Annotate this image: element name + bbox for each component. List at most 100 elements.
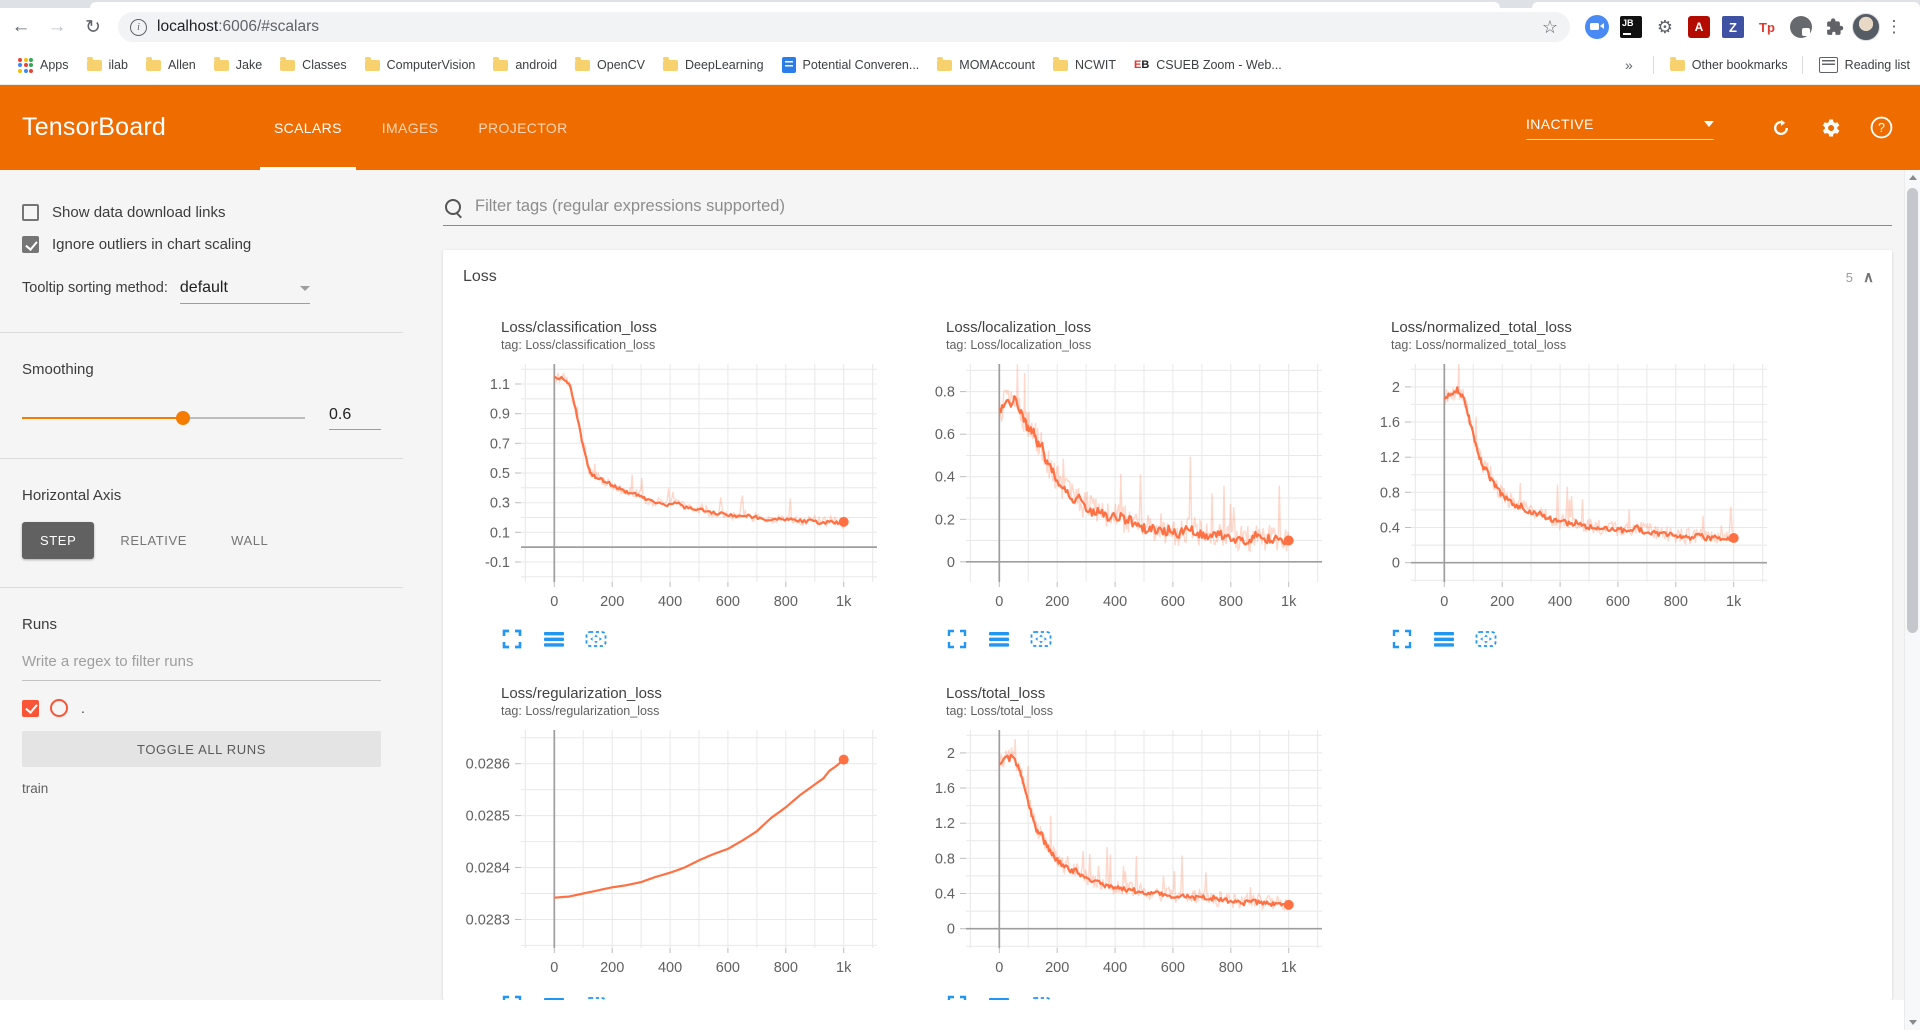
axis-relative-button[interactable]: RELATIVE [120,533,188,548]
smoothing-value[interactable]: 0.6 [329,406,381,430]
turningpoint-extension-icon[interactable]: Tp [1759,19,1775,35]
vertical-scrollbar[interactable] [1904,170,1920,1030]
bookmark-computervision[interactable]: ComputerVision [364,56,475,72]
fit-domain-icon[interactable] [1030,994,1052,1000]
doc-icon [781,57,796,73]
site-info-icon[interactable]: i [130,18,147,36]
tag-filter-input[interactable] [473,196,1892,217]
svg-text:0.6: 0.6 [935,427,955,443]
runs-filter-input[interactable] [22,653,381,681]
zoom-extension-icon[interactable] [1584,14,1610,40]
circle-extension-icon[interactable] [1788,14,1814,40]
ignore-outliers-row[interactable]: Ignore outliers in chart scaling [22,236,381,253]
collapse-chevron-icon[interactable]: ∧ [1863,269,1874,286]
line-chart[interactable]: 1.1 0.9 0.7 0.5 0.3 0.1 -0.1 0 200 400 600 800 1k [463,356,883,624]
line-chart[interactable]: 2 1.6 1.2 0.8 0.4 0 0 200 400 600 800 1k [1353,356,1773,624]
log-scale-icon[interactable] [1433,628,1455,650]
tensorboard-app: Show data download links Ignore outliers… [0,170,1904,1000]
bookmark-csueb-zoom[interactable]: EB CSUEB Zoom - Web... [1133,58,1282,72]
refresh-icon[interactable] [1768,115,1794,141]
run-item[interactable]: . [22,699,381,717]
reload-button[interactable]: ↻ [85,16,101,38]
reading-list[interactable]: Reading list [1818,57,1910,73]
expand-chart-icon[interactable] [501,628,523,650]
axis-step-button[interactable]: STEP [22,522,95,559]
checkbox-checked[interactable] [22,236,39,253]
divider [0,587,403,588]
checkbox-unchecked[interactable] [22,204,39,221]
line-chart[interactable]: 0.8 0.6 0.4 0.2 0 0 200 400 600 800 1k [908,356,1328,624]
bookmark-deeplearning[interactable]: DeepLearning [663,56,764,72]
zotero-extension-icon[interactable]: Z [1720,14,1746,40]
expand-chart-icon[interactable] [946,994,968,1000]
bookmark-ilab[interactable]: ilab [86,56,128,72]
run-checkbox[interactable] [22,699,39,717]
log-scale-icon[interactable] [543,994,565,1000]
slider-handle[interactable] [176,411,191,425]
bookmark-ncwit[interactable]: NCWIT [1053,56,1116,72]
bookmark-allen[interactable]: Allen [145,56,196,72]
extensions-puzzle-icon[interactable] [1822,14,1848,40]
browser-menu-icon[interactable]: ⋮ [1885,17,1903,36]
data-selector-dropdown[interactable]: INACTIVE [1526,116,1714,140]
toggle-all-runs-button[interactable]: TOGGLE ALL RUNS [22,731,381,767]
tab-projector[interactable]: PROJECTOR [478,119,568,136]
gear-extension-icon[interactable]: ⚙ [1656,16,1674,37]
smoothing-slider[interactable] [22,411,305,425]
bookmark-classes[interactable]: Classes [280,56,347,72]
expand-chart-icon[interactable] [946,628,968,650]
address-bar[interactable]: i localhost:6006/#scalars ☆ [118,12,1570,42]
scroll-up-arrow[interactable] [1909,175,1917,180]
profile-avatar[interactable] [1852,13,1880,41]
svg-text:0.0286: 0.0286 [466,757,510,773]
svg-text:1.6: 1.6 [1380,415,1400,431]
tab-scalars[interactable]: SCALARS [254,85,362,170]
help-icon[interactable]: ? [1868,115,1894,141]
acrobat-extension-icon[interactable]: A [1686,14,1712,40]
bookmark-momaccount[interactable]: MOMAccount [937,56,1035,72]
section-title: Loss [463,268,497,285]
settings-gear-icon[interactable] [1818,115,1844,141]
bookmark-star-icon[interactable]: ☆ [1541,16,1558,37]
tooltip-sorting-dropdown[interactable]: default [179,279,310,304]
expand-chart-icon[interactable] [1391,628,1413,650]
scrollbar-thumb[interactable] [1907,188,1918,633]
show-download-links-row[interactable]: Show data download links [22,204,381,221]
other-bookmarks[interactable]: Other bookmarks [1669,56,1788,72]
scroll-down-arrow[interactable] [1909,1020,1917,1025]
log-scale-icon[interactable] [543,628,565,650]
bookmark-potential-converen[interactable]: Potential Converen... [781,57,919,73]
line-chart[interactable]: 2 1.6 1.2 0.8 0.4 0 0 200 400 600 800 1k [908,722,1328,990]
url-text[interactable]: localhost:6006/#scalars [157,18,1534,36]
chart-tile-localization-loss: Loss/localization_loss tag: Loss/localiz… [908,318,1328,650]
line-chart[interactable]: 0.0286 0.0285 0.0284 0.0283 0 200 400 600 800 1k [463,722,883,990]
bookmark-apps[interactable]: Apps [18,57,69,73]
back-button[interactable]: ← [11,16,31,37]
fit-domain-icon[interactable] [585,994,607,1000]
bookmark-android[interactable]: android [493,56,557,72]
loss-section-card: Loss 5 ∧ Loss/classification_loss tag: L… [443,250,1892,1000]
fit-domain-icon[interactable] [585,628,607,650]
svg-text:0: 0 [947,922,955,938]
fit-domain-icon[interactable] [1030,628,1052,650]
forward-button[interactable]: → [47,16,67,37]
fit-domain-icon[interactable] [1475,628,1497,650]
svg-text:400: 400 [1548,594,1572,610]
active-tab-bottom[interactable] [90,2,1500,8]
run-color-swatch[interactable] [50,699,68,717]
chart-tile-regularization-loss: Loss/regularization_loss tag: Loss/regul… [463,684,883,1000]
bookmarks-overflow-icon[interactable]: » [1625,57,1633,73]
runs-label: Runs [22,616,58,633]
tab-images[interactable]: IMAGES [381,119,439,136]
log-scale-icon[interactable] [988,628,1010,650]
jetbrains-extension-icon[interactable]: JB [1618,14,1644,40]
expand-chart-icon[interactable] [501,994,523,1000]
bookmarks-right-group: » Other bookmarks Reading list [1611,56,1910,74]
bookmark-jake[interactable]: Jake [213,56,262,72]
loss-section-header[interactable]: Loss 5 ∧ [443,250,1892,304]
axis-wall-button[interactable]: WALL [231,533,269,548]
svg-text:200: 200 [1045,594,1069,610]
log-scale-icon[interactable] [988,994,1010,1000]
bookmark-opencv[interactable]: OpenCV [575,56,645,72]
chart-title: Loss/total_loss [946,685,1046,702]
